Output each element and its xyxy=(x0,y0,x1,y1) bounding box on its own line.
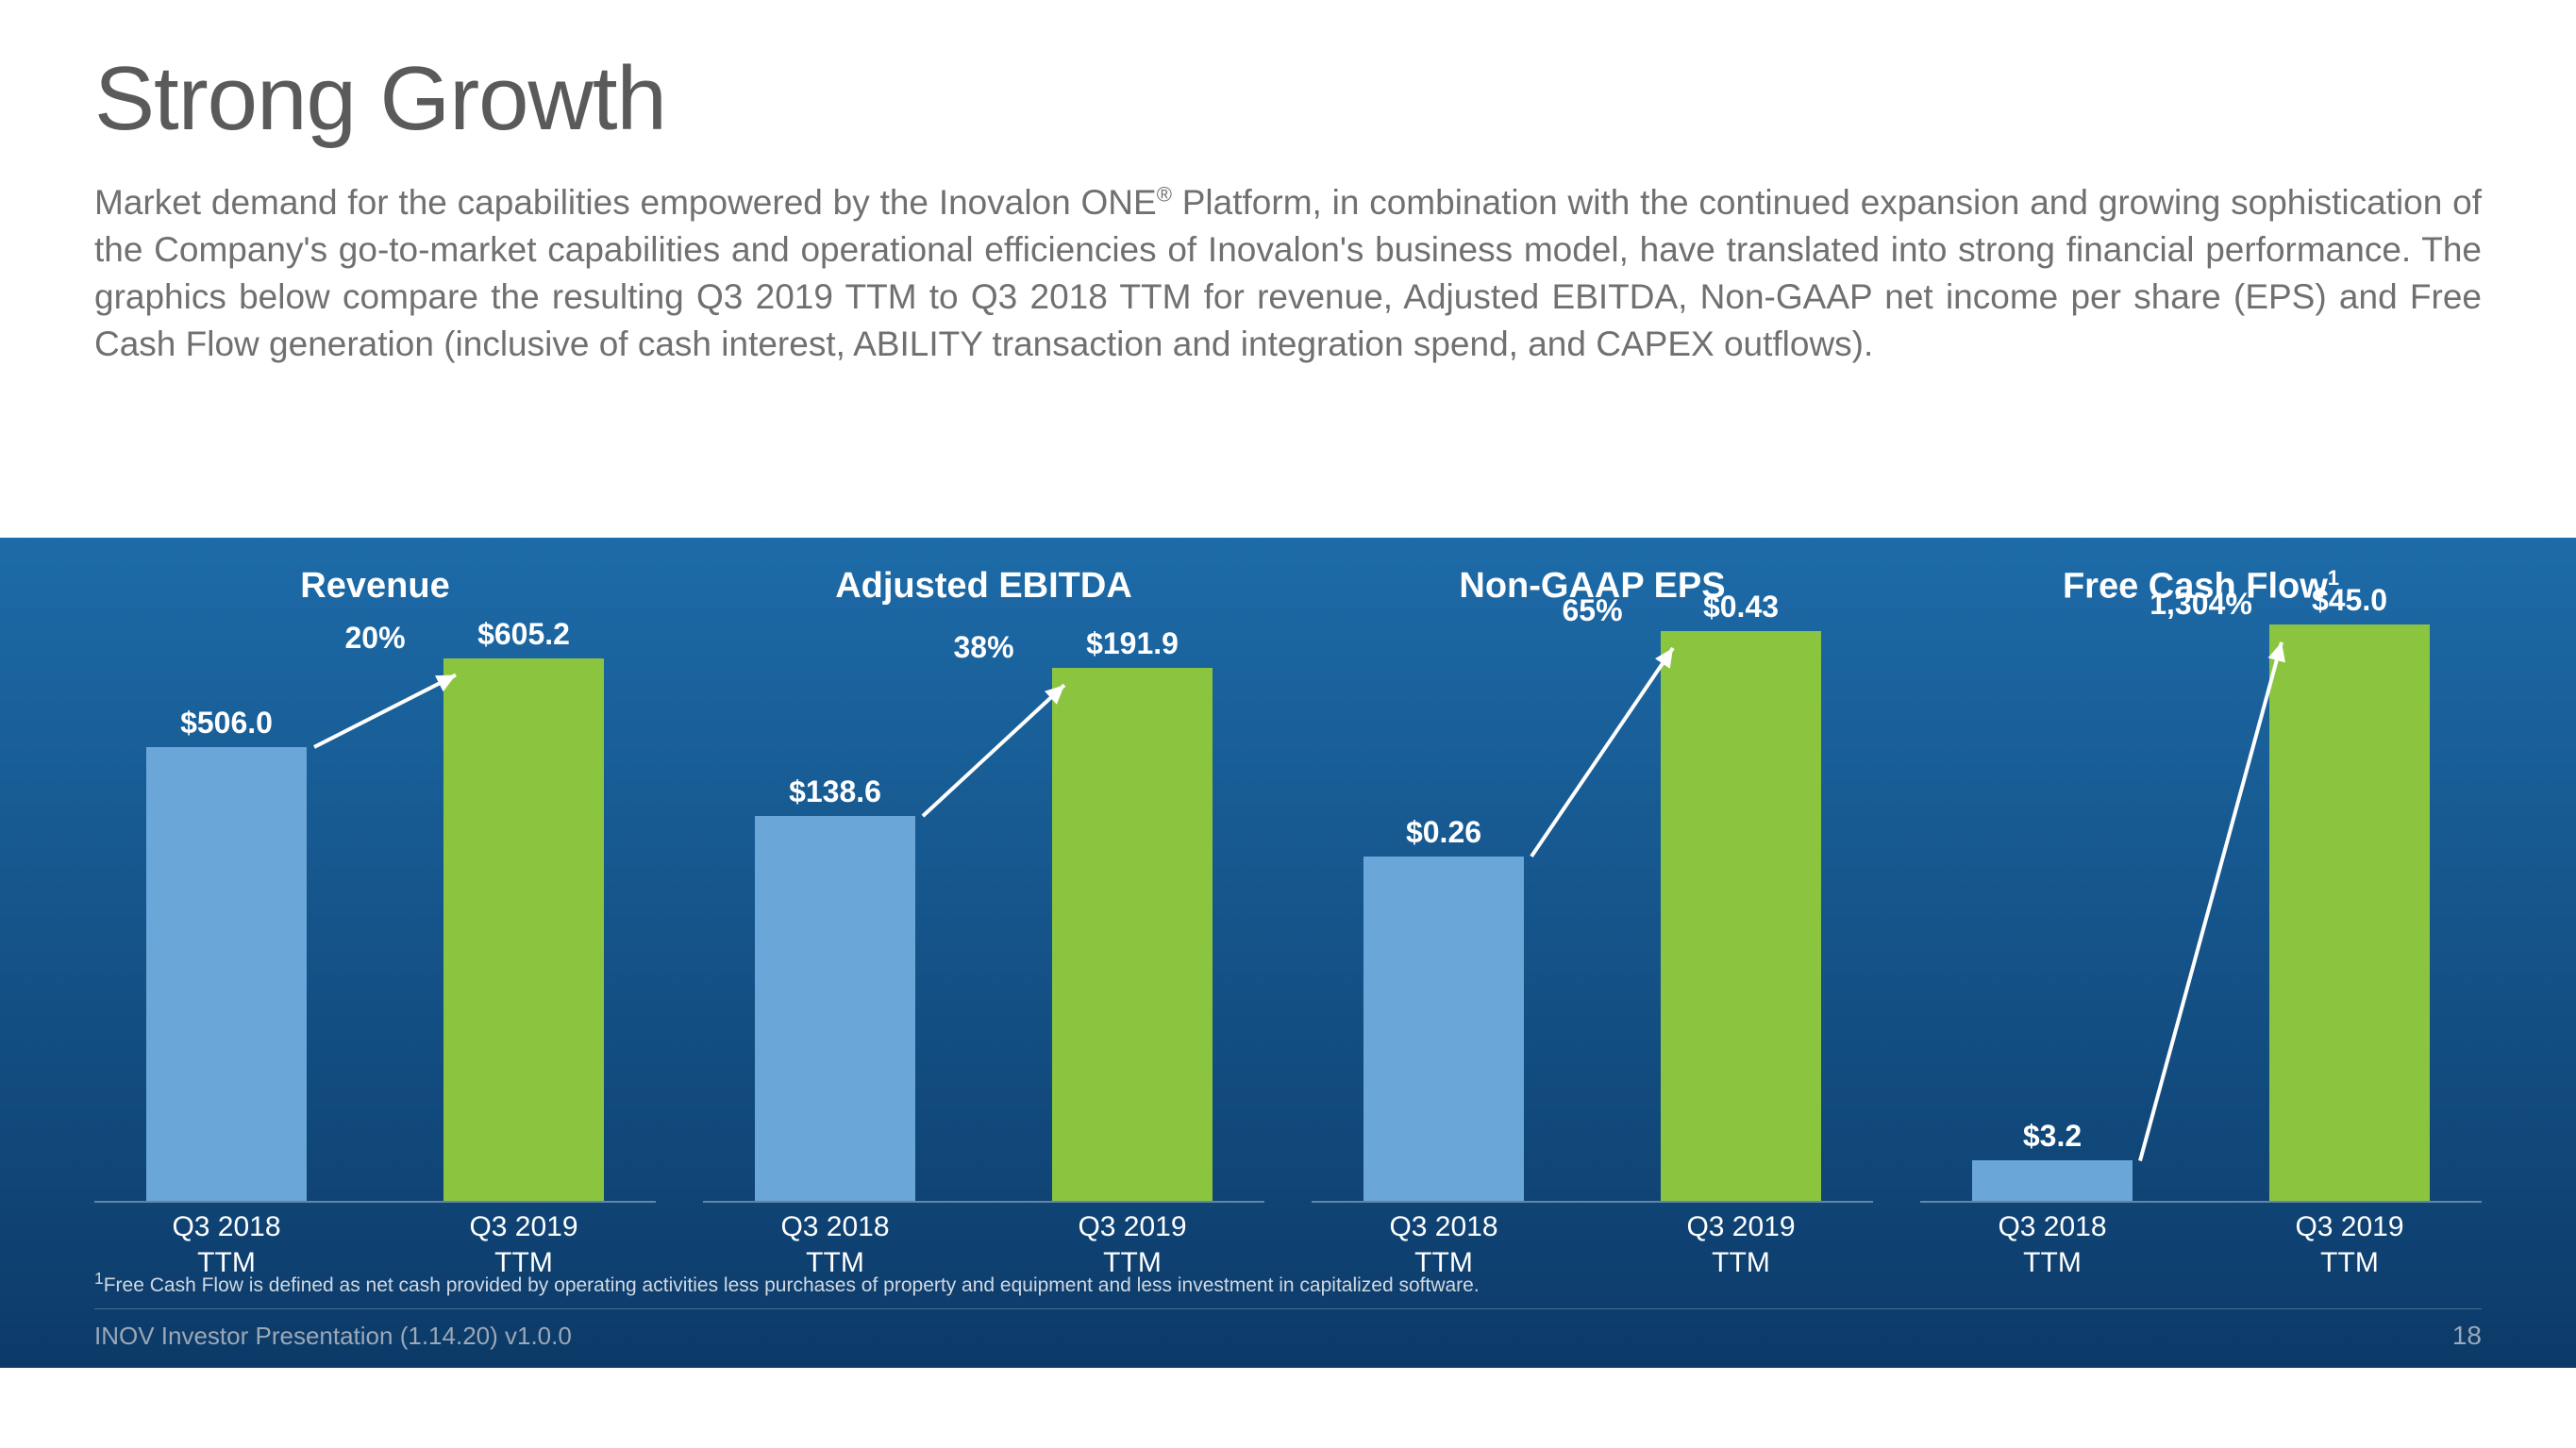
chart-panel: Free Cash Flow1$3.2$45.01,304% xyxy=(1920,538,2482,1203)
x-axis-label: Q3 2018TTM xyxy=(1958,1209,2147,1280)
bar-value-label: $3.2 xyxy=(1958,1119,2147,1154)
growth-percent-label: 1,304% xyxy=(2135,587,2267,622)
footer-left-text: INOV Investor Presentation (1.14.20) v1.… xyxy=(94,1322,572,1351)
chart-title: Revenue xyxy=(300,566,449,607)
bar-q3-2019: $191.9 xyxy=(1052,668,1213,1201)
bar-q3-2019: $605.2 xyxy=(443,658,604,1201)
bar-value-label: $605.2 xyxy=(429,617,618,652)
growth-percent-label: 65% xyxy=(1527,593,1659,628)
footer-divider xyxy=(94,1308,2482,1309)
chart-plot: $138.6 $191.938% xyxy=(703,624,1264,1203)
bar-q3-2019: $0.43 xyxy=(1661,631,1821,1201)
chart-plot: $3.2$45.01,304% xyxy=(1920,624,2482,1203)
header-area: Strong Growth Market demand for the capa… xyxy=(94,47,2482,368)
chart-title: Adjusted EBITDA xyxy=(835,566,1132,607)
bar-q3-2018: $3.2 xyxy=(1972,1160,2133,1201)
bar-value-label: $138.6 xyxy=(741,774,929,809)
charts-row: Revenue $506.0 $605.220% Adjusted EBITDA $13… xyxy=(94,538,2482,1203)
bar-value-label: $0.43 xyxy=(1647,590,1835,624)
page-number: 18 xyxy=(2452,1321,2482,1351)
bar-q3-2018: $138.6 xyxy=(755,816,915,1201)
chart-footnote: 1Free Cash Flow is defined as net cash p… xyxy=(94,1269,1480,1297)
chart-plot: $506.0 $605.220% xyxy=(94,624,656,1203)
growth-percent-label: 38% xyxy=(918,630,1050,665)
chart-panel: Adjusted EBITDA $138.6 $191.938% xyxy=(703,538,1264,1203)
growth-percent-label: 20% xyxy=(309,621,442,656)
page-subtitle: Market demand for the capabilities empow… xyxy=(94,179,2482,368)
x-axis-label: Q3 2019TTM xyxy=(1647,1209,1835,1280)
bar-value-label: $191.9 xyxy=(1038,626,1227,661)
chart-plot: $0.26$0.4365% xyxy=(1312,624,1873,1203)
page-title: Strong Growth xyxy=(94,47,2482,151)
bar-value-label: $0.26 xyxy=(1349,815,1538,850)
x-axis-label: Q3 2019TTM xyxy=(2255,1209,2444,1280)
bar-value-label: $45.0 xyxy=(2255,583,2444,618)
chart-area: Revenue $506.0 $605.220% Adjusted EBITDA $13… xyxy=(0,538,2576,1368)
slide: Strong Growth Market demand for the capa… xyxy=(0,0,2576,1448)
bar-value-label: $506.0 xyxy=(132,706,321,741)
bar-q3-2018: $0.26 xyxy=(1363,857,1524,1201)
bar-q3-2018: $506.0 xyxy=(146,747,307,1201)
chart-panel: Non-GAAP EPS$0.26$0.4365% xyxy=(1312,538,1873,1203)
x-label-group: Q3 2018TTM Q3 2019TTM xyxy=(1920,1209,2482,1280)
bar-q3-2019: $45.0 xyxy=(2269,624,2430,1201)
chart-panel: Revenue $506.0 $605.220% xyxy=(94,538,656,1203)
